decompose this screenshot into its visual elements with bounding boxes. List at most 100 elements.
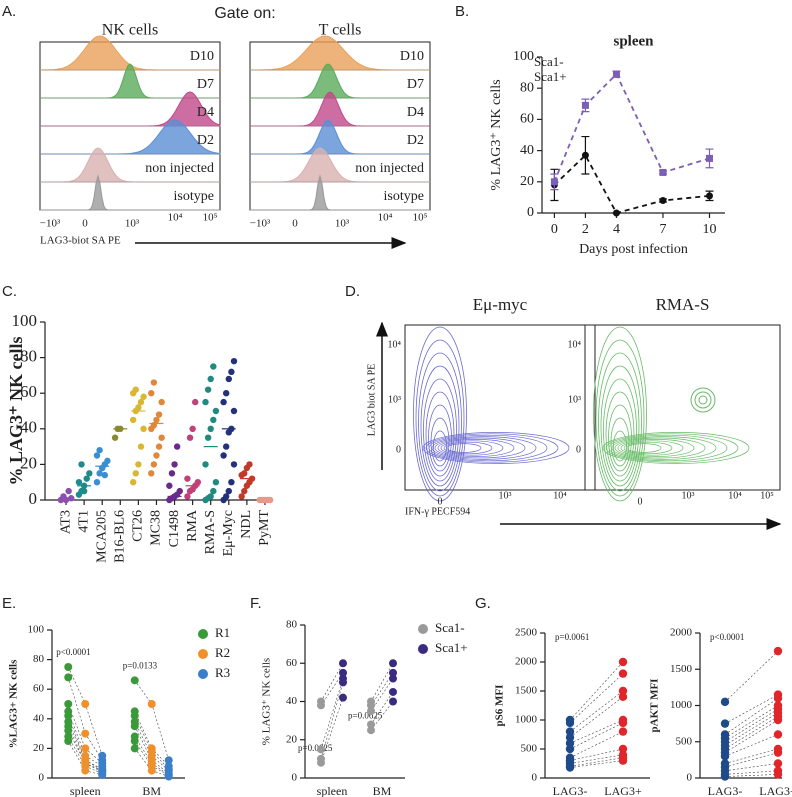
- point: [339, 693, 347, 702]
- y-tick-label: 100: [28, 624, 45, 636]
- legend-marker: [198, 649, 208, 659]
- contour: [600, 365, 640, 487]
- y-tick-label: 100: [513, 49, 534, 64]
- point: [618, 727, 628, 736]
- point: [194, 479, 202, 486]
- point: [367, 697, 375, 706]
- y-axis-label: % LAG3⁺ NK cells: [6, 337, 26, 486]
- pair-line: [569, 731, 624, 758]
- x-tick-label: RMA: [185, 509, 200, 542]
- x-tick-label: 10³: [682, 490, 695, 501]
- x-axis-label: Days post infection: [579, 242, 688, 257]
- pair-line: [151, 703, 170, 761]
- x-tick-label: C1498: [167, 510, 182, 547]
- y-tick-label: 1000: [515, 714, 538, 726]
- x-tick-label: RMA-S: [203, 510, 218, 554]
- point: [220, 398, 227, 406]
- pair-line: [724, 708, 779, 743]
- y-tick-label: 2000: [515, 656, 538, 668]
- plot-title: NK cells: [102, 22, 158, 39]
- point: [367, 726, 375, 735]
- panel-label: G.: [475, 595, 491, 612]
- point: [64, 737, 73, 745]
- annotation: p=0.0133: [123, 660, 158, 670]
- contour: [443, 441, 493, 455]
- contour: [605, 391, 635, 477]
- annotation: p=0.0061: [555, 632, 589, 642]
- point: [220, 452, 227, 459]
- point: [773, 748, 783, 757]
- point: [225, 487, 232, 495]
- annotation: p=0.0625: [298, 743, 333, 753]
- annotation: p<0.0001: [56, 647, 90, 657]
- contour: [425, 433, 559, 463]
- y-tick-label: 0: [687, 772, 693, 784]
- point: [618, 657, 628, 667]
- y-tick-label: 0: [292, 772, 298, 784]
- point: [773, 694, 783, 703]
- point: [389, 668, 397, 677]
- point: [210, 416, 217, 424]
- pair-line: [134, 748, 152, 771]
- point: [184, 493, 191, 500]
- x-tick-label: 10: [702, 222, 716, 237]
- x-tick-label: 0: [292, 218, 298, 230]
- contour: [420, 365, 460, 487]
- pair-line: [569, 661, 624, 721]
- y-tick-label: 40: [33, 712, 45, 724]
- legend-marker: [198, 669, 208, 679]
- y-tick-label: 0: [396, 444, 401, 455]
- point: [130, 676, 139, 685]
- contour: [608, 434, 728, 462]
- contour: [593, 326, 647, 502]
- point: [773, 730, 783, 739]
- pair-line: [724, 705, 779, 739]
- point: [81, 744, 90, 753]
- pair-line: [569, 754, 624, 764]
- contour: [595, 339, 645, 497]
- point: [140, 393, 147, 400]
- panel-title: Gate on:: [214, 5, 275, 22]
- pair-line: [84, 703, 103, 756]
- plot-frame: [584, 324, 781, 491]
- point: [618, 756, 628, 765]
- annotation: p=0.0625: [348, 710, 383, 720]
- panel-label: D.: [345, 283, 360, 300]
- y-tick-label: 500: [676, 735, 693, 747]
- x-tick-label: 0: [82, 218, 88, 230]
- point: [129, 416, 137, 424]
- point: [207, 493, 214, 500]
- x-tick-label: 0: [438, 496, 443, 507]
- track-label: D10: [400, 49, 424, 64]
- x-tick-label: 10⁴: [378, 212, 393, 224]
- panel-label: C.: [2, 283, 17, 300]
- pair-line: [569, 748, 624, 761]
- y-tick-label: 1500: [515, 685, 538, 697]
- pair-line: [85, 770, 103, 776]
- point: [773, 715, 783, 725]
- pair-line: [320, 663, 344, 702]
- panel-label: E.: [2, 595, 16, 612]
- point: [98, 771, 107, 780]
- y-tick-label: 40: [520, 143, 534, 158]
- pair-line: [84, 733, 103, 761]
- y-tick-label: 0: [39, 772, 45, 784]
- point: [241, 487, 248, 495]
- y-tick-label: 60: [520, 112, 534, 127]
- x-tick-label: 0: [638, 496, 643, 507]
- point: [78, 461, 85, 468]
- point: [612, 209, 620, 217]
- point: [612, 70, 620, 78]
- x-tick-label: NDL: [239, 510, 254, 539]
- x-tick-label: 10⁵: [413, 212, 428, 224]
- x-tick-label: LAG3+: [604, 784, 642, 797]
- point: [317, 754, 325, 763]
- point: [64, 673, 73, 682]
- point: [618, 669, 628, 678]
- pair-line: [569, 673, 624, 724]
- y-tick-label: 10⁴: [568, 339, 582, 350]
- x-tick-label: MCA205: [94, 510, 109, 563]
- point: [212, 479, 220, 486]
- point: [86, 470, 93, 477]
- y-axis-label: % LAG3⁺ NK cells: [261, 658, 273, 745]
